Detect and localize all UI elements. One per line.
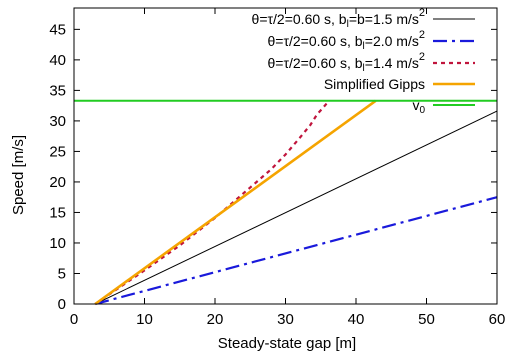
y-tick-label: 30 xyxy=(49,113,66,130)
y-tick-label: 15 xyxy=(49,204,66,221)
y-tick-label: 0 xyxy=(58,296,66,313)
x-tick-label: 20 xyxy=(207,311,224,328)
y-tick-label: 5 xyxy=(58,265,66,282)
x-tick-label: 0 xyxy=(70,311,78,328)
legend-label-5: v0 xyxy=(412,97,425,116)
legend-label-3: θ=τ/2=0.60 s, bl=1.4 m/s2 xyxy=(268,51,426,74)
y-tick-label: 35 xyxy=(49,82,66,99)
y-tick-label: 20 xyxy=(49,174,66,191)
x-tick-label: 10 xyxy=(136,311,153,328)
y-tick-label: 45 xyxy=(49,21,66,38)
y-axis-label: Speed [m/s] xyxy=(10,135,27,215)
series-layer xyxy=(74,99,498,306)
x-tick-label: 30 xyxy=(277,311,294,328)
x-axis-label: Steady-state gap [m] xyxy=(218,335,356,352)
legend-label-2: θ=τ/2=0.60 s, bl=2.0 m/s2 xyxy=(268,29,426,52)
x-tick-label: 60 xyxy=(489,311,506,328)
y-tick-label: 40 xyxy=(49,52,66,69)
legend-label-4: Simplified Gipps xyxy=(324,76,425,92)
legend: θ=τ/2=0.60 s, bl=b=1.5 m/s2θ=τ/2=0.60 s,… xyxy=(252,7,475,116)
x-tick-label: 40 xyxy=(348,311,365,328)
series-line-3 xyxy=(94,100,331,305)
legend-label-1: θ=τ/2=0.60 s, bl=b=1.5 m/s2 xyxy=(252,7,425,30)
x-tick-label: 50 xyxy=(418,311,435,328)
series-line-1 xyxy=(94,110,498,305)
series-line-4 xyxy=(94,99,377,306)
y-tick-label: 10 xyxy=(49,235,66,252)
axes: 0 10 20 30 40 50 60 0 5 10 15 20 25 30 35 40 45 xyxy=(49,7,506,328)
y-tick-label: 25 xyxy=(49,143,66,160)
